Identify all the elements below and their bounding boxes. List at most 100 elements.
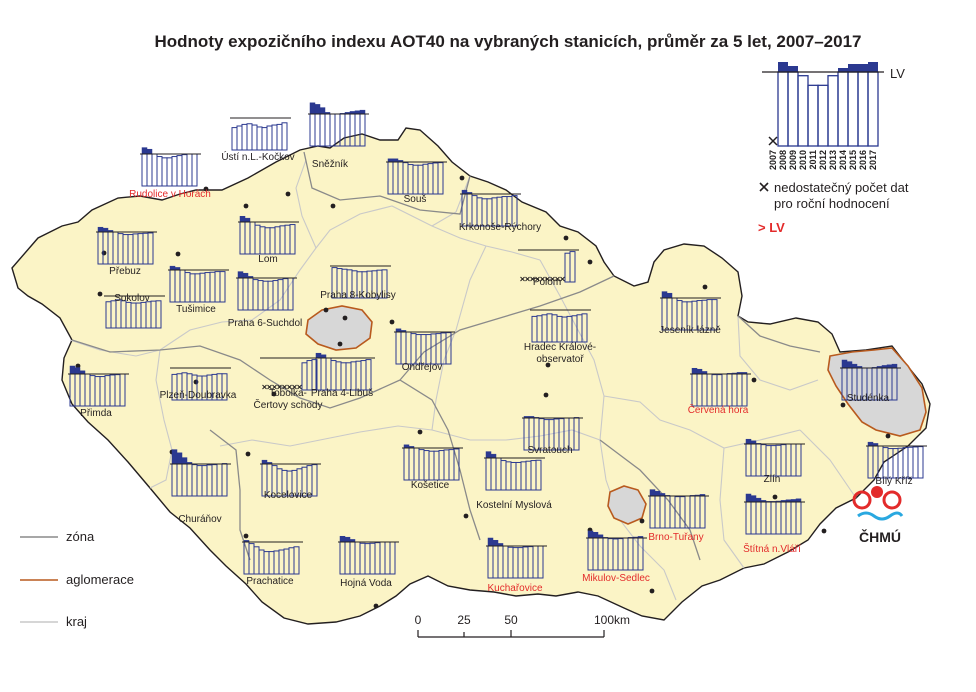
- station-label-plzen: Plzeň-Doubravka: [160, 390, 237, 401]
- legend-zone-label: zóna: [66, 529, 95, 544]
- station-chart-churanov: [170, 449, 231, 497]
- year-bar: [256, 126, 263, 151]
- station-chart-lom: [238, 215, 299, 255]
- station-point-polom: [563, 235, 569, 241]
- missing-year-mark: [262, 384, 267, 390]
- year-bar: [319, 113, 326, 147]
- year-bar-exceed: [74, 367, 81, 375]
- station-chart-prebuz: [96, 226, 157, 265]
- missing-year-mark: [530, 276, 535, 282]
- station-point-rudolice: [203, 186, 209, 192]
- station-label-studenka: Studénka: [847, 393, 890, 404]
- year-bar-exceed: [97, 226, 104, 233]
- legend-bar-exceed: [838, 68, 848, 72]
- year-bar-exceed: [244, 217, 251, 223]
- year-bar-exceed: [319, 107, 326, 115]
- legend-year-2011: 2011: [808, 150, 818, 170]
- legend-year-2010: 2010: [798, 150, 808, 170]
- station-label-kocelovice: Kocelovice: [264, 490, 313, 501]
- missing-year-mark: [287, 384, 292, 390]
- station-label-hojna: Hojná Voda: [340, 578, 392, 589]
- station-chart-ondrejov: [394, 328, 455, 365]
- station-charts: Rudolice v Horách Ústí n.L.-Kočkov Sněžník…: [68, 102, 927, 594]
- year-bar: [309, 113, 316, 147]
- scale-tick-25: 25: [457, 613, 471, 627]
- year-bar: [241, 123, 248, 151]
- year-bar-exceed: [755, 497, 762, 503]
- station-label-krkonose: Krkonoše-Rýchory: [459, 222, 541, 233]
- legend-bar-exceed: [868, 62, 878, 72]
- year-bar: [711, 299, 718, 331]
- station-label-zlin: Zlín: [764, 474, 781, 485]
- year-bar: [146, 153, 153, 187]
- legend-bar: [837, 71, 849, 147]
- station-label-ondrejov: Ondřejov: [402, 362, 443, 373]
- missing-year-mark: [520, 276, 525, 282]
- year-bar-exceed: [242, 272, 249, 279]
- year-bar: [261, 127, 268, 151]
- missing-year-mark: [535, 276, 540, 282]
- station-chart-usti: [230, 117, 291, 151]
- station-label-sous: Souš: [404, 194, 427, 205]
- station-point-mikulov: [649, 588, 655, 594]
- year-bar: [907, 446, 914, 479]
- year-bar: [445, 332, 452, 365]
- station-point-studenka: [840, 402, 846, 408]
- legend-missing-mark: [768, 136, 778, 146]
- station-label-brno: Brno-Tuřany: [648, 532, 703, 543]
- station-chart-cervena: [690, 367, 751, 407]
- station-point-hojna: [373, 603, 379, 609]
- year-bar: [271, 124, 278, 151]
- year-bar: [266, 125, 273, 151]
- legend-bar: [857, 71, 869, 147]
- station-label-prachatice: Prachatice: [246, 576, 294, 587]
- station-point-prachatice: [243, 533, 249, 539]
- year-bar: [902, 447, 909, 479]
- year-bar-exceed: [490, 453, 497, 459]
- station-chart-studenka: [840, 359, 901, 401]
- missing-year-mark: [272, 384, 277, 390]
- legend-year-2014: 2014: [838, 150, 848, 170]
- year-bar-exceed: [485, 451, 492, 459]
- station-chart-jesenik: [660, 291, 721, 331]
- station-point-sokolov: [97, 291, 103, 297]
- year-bar: [581, 313, 588, 343]
- year-bar: [147, 232, 154, 265]
- year-bar: [156, 156, 163, 187]
- station-chart-hradec: [530, 309, 591, 343]
- station-point-praha4: [337, 341, 343, 347]
- year-bar-exceed: [745, 493, 752, 503]
- station-chart-kocelovice: [260, 459, 321, 497]
- aglomerace-brno: [607, 485, 647, 525]
- year-bar: [155, 300, 162, 329]
- year-bar-exceed: [141, 147, 148, 155]
- station-point-zlin: [772, 494, 778, 500]
- station-point-stitna: [821, 528, 827, 534]
- station-label-kostelni: Kostelní Myslová: [476, 500, 552, 511]
- legend-year-2015: 2015: [848, 150, 858, 170]
- station-chart-hojna: [338, 535, 399, 575]
- year-bar-exceed: [745, 438, 752, 445]
- legend-missing-label-1: nedostatečný počet dat: [774, 180, 909, 195]
- station-label-praha6: Praha 6-Suchdol: [228, 318, 303, 329]
- year-bar-exceed: [661, 291, 668, 299]
- year-bar: [289, 224, 296, 255]
- station-point-bilykriz: [885, 433, 891, 439]
- year-bar-exceed: [309, 102, 316, 115]
- station-point-jesenik: [702, 284, 708, 290]
- year-bar-exceed: [181, 457, 188, 465]
- missing-year-mark: [550, 276, 555, 282]
- scale-tick-0: 0: [415, 613, 422, 627]
- station-label-jesenik: Jeseník-lázně: [659, 325, 721, 336]
- year-bar-exceed: [867, 441, 874, 447]
- legend-sample-chart: [762, 62, 884, 147]
- year-bar-exceed: [666, 292, 673, 299]
- year-bar: [186, 153, 193, 187]
- station-label-cervena: Červená hora: [688, 403, 749, 416]
- year-bar-exceed: [146, 148, 153, 155]
- year-bar: [453, 448, 460, 481]
- year-bar: [176, 155, 183, 187]
- scale-tick-50: 50: [504, 613, 518, 627]
- station-label-kosetice: Košetice: [411, 480, 450, 491]
